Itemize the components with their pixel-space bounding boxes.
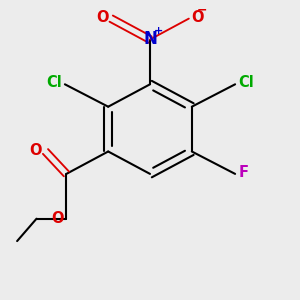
Text: O: O: [29, 143, 42, 158]
Text: O: O: [51, 211, 63, 226]
Text: Cl: Cl: [238, 75, 254, 90]
Text: O: O: [191, 10, 204, 25]
Text: F: F: [239, 166, 249, 181]
Text: O: O: [96, 10, 109, 25]
Text: N: N: [143, 30, 157, 48]
Text: Cl: Cl: [46, 75, 62, 90]
Text: +: +: [154, 26, 163, 36]
Text: −: −: [197, 4, 208, 17]
